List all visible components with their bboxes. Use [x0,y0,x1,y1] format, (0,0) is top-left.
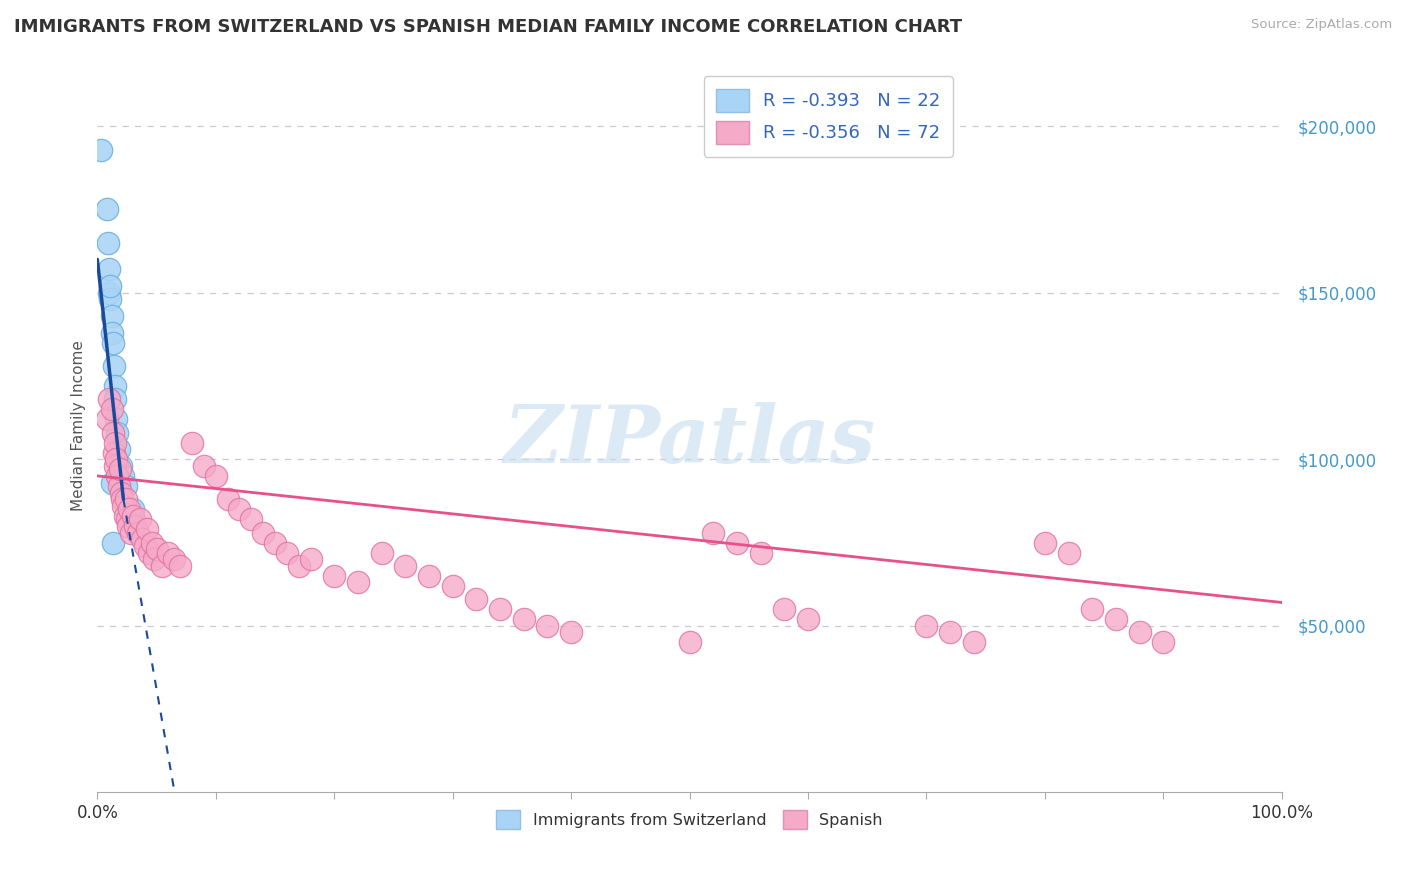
Point [98,392,121,407]
Point [264,535,287,549]
Point [118,502,141,516]
Point [110,485,132,500]
Text: Source: ZipAtlas.com: Source: ZipAtlas.com [1251,18,1392,31]
Point [97,235,120,250]
Point [122,508,145,523]
Point [114,492,136,507]
Point [1033,535,1056,549]
Point [299,552,322,566]
Point [96,412,118,426]
Text: IMMIGRANTS FROM SWITZERLAND VS SPANISH MEDIAN FAMILY INCOME CORRELATION CHART: IMMIGRANTS FROM SWITZERLAND VS SPANISH M… [14,18,962,36]
Point [1105,612,1128,626]
Point [110,458,132,473]
Y-axis label: Median Family Income: Median Family Income [72,341,86,511]
Point [129,512,152,526]
Point [287,558,309,573]
Point [169,558,191,573]
Point [104,379,127,393]
Point [131,532,153,546]
Point [105,452,128,467]
Point [939,625,962,640]
Point [773,602,796,616]
Point [107,469,129,483]
Point [114,479,136,493]
Point [104,458,127,473]
Point [141,535,163,549]
Point [181,435,204,450]
Point [204,469,226,483]
Point [1057,545,1080,559]
Point [124,519,146,533]
Point [678,635,700,649]
Point [107,479,129,493]
Point [418,569,440,583]
Point [107,425,129,440]
Point [105,412,128,426]
Point [112,469,135,483]
Point [465,592,488,607]
Point [252,525,274,540]
Point [797,612,820,626]
Point [963,635,986,649]
Point [536,619,558,633]
Point [725,535,748,549]
Point [136,522,159,536]
Point [157,545,180,559]
Point [98,262,121,277]
Point [702,525,724,540]
Point [217,492,239,507]
Point [513,612,536,626]
Point [115,512,138,526]
Point [228,502,250,516]
Point [103,359,125,373]
Point [560,625,582,640]
Point [323,569,346,583]
Point [143,552,166,566]
Point [100,475,122,490]
Point [163,552,186,566]
Point [749,545,772,559]
Point [107,442,129,457]
Point [122,502,145,516]
Point [103,445,125,459]
Point [100,326,122,340]
Point [145,542,167,557]
Point [120,525,142,540]
Point [101,535,124,549]
Point [108,462,131,476]
Point [90,143,112,157]
Point [104,392,127,407]
Point [152,558,174,573]
Point [114,508,136,523]
Point [915,619,938,633]
Point [101,335,124,350]
Point [1152,635,1174,649]
Point [100,279,122,293]
Point [134,539,156,553]
Point [101,425,124,440]
Point [112,499,135,513]
Point [276,545,298,559]
Point [100,402,122,417]
Point [193,458,215,473]
Point [489,602,512,616]
Text: ZIPatlas: ZIPatlas [503,402,876,479]
Legend: Immigrants from Switzerland, Spanish: Immigrants from Switzerland, Spanish [489,804,889,836]
Point [394,558,416,573]
Point [117,519,139,533]
Point [240,512,263,526]
Point [127,525,149,540]
Point [98,285,121,300]
Point [370,545,392,559]
Point [441,579,464,593]
Point [1081,602,1104,616]
Point [111,492,134,507]
Point [1129,625,1152,640]
Point [138,545,160,559]
Point [96,202,118,217]
Point [100,293,122,307]
Point [104,435,127,450]
Point [347,575,370,590]
Point [100,309,122,323]
